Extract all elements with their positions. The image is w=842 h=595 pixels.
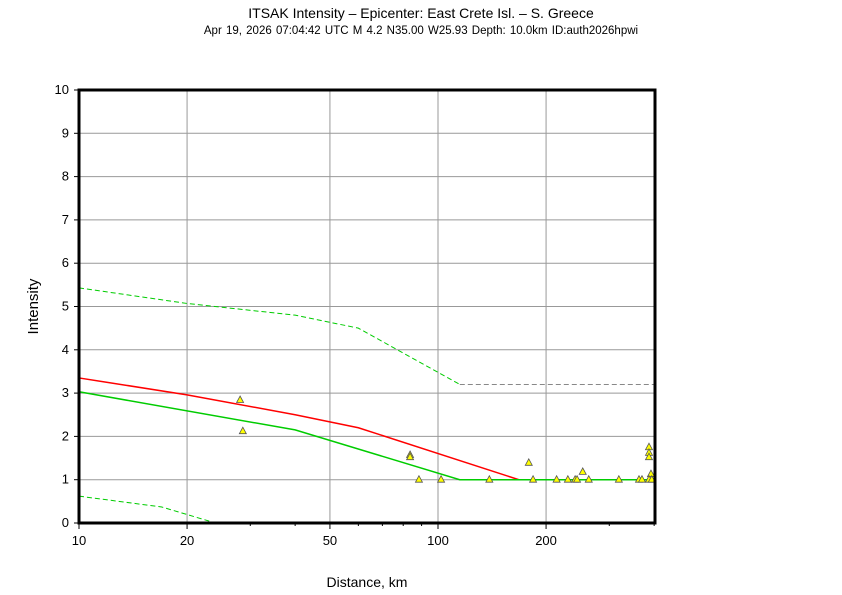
x-axis-label: Distance, km xyxy=(327,574,408,590)
series-line xyxy=(78,495,216,524)
data-point xyxy=(578,467,587,475)
y-tick-label: 6 xyxy=(62,255,69,270)
plot-frame xyxy=(77,88,657,525)
y-tick-label: 3 xyxy=(62,385,69,400)
data-point xyxy=(637,474,647,483)
y-tick-label: 2 xyxy=(62,428,69,443)
y-tick-label: 0 xyxy=(62,515,69,530)
data-point xyxy=(524,457,533,466)
data-point xyxy=(405,452,415,461)
data-point xyxy=(584,474,593,483)
data-point xyxy=(646,469,656,477)
x-tick-label: 200 xyxy=(535,533,557,548)
data-point xyxy=(235,395,245,403)
series-line xyxy=(78,287,461,385)
y-tick-label: 5 xyxy=(62,299,69,314)
data-point xyxy=(614,474,624,483)
chart-subtitle: Apr 19, 2026 07:04:42 UTC M 4.2 N35.00 W… xyxy=(203,25,639,37)
data-point xyxy=(436,474,446,483)
y-tick-label: 7 xyxy=(62,212,69,227)
y-tick-label: 1 xyxy=(62,472,69,487)
data-point xyxy=(572,474,582,483)
x-tick-label: 100 xyxy=(427,533,449,548)
y-tick-label: 4 xyxy=(62,342,69,357)
data-point xyxy=(414,474,424,483)
data-point xyxy=(552,474,561,483)
data-point xyxy=(563,474,573,483)
y-tick-label: 9 xyxy=(62,125,69,140)
data-point xyxy=(238,426,248,435)
series-line xyxy=(78,391,655,481)
data-point xyxy=(528,474,538,483)
x-tick-label: 20 xyxy=(180,533,194,548)
x-tick-label: 50 xyxy=(323,533,337,548)
y-tick-label: 8 xyxy=(62,169,69,184)
y-axis-label: Intensity xyxy=(25,278,42,334)
data-point xyxy=(485,474,494,483)
x-tick-label: 10 xyxy=(72,533,86,548)
chart-title: ITSAK Intensity – Epicenter: East Crete … xyxy=(248,5,594,21)
data-point xyxy=(644,452,654,461)
y-tick-label: 10 xyxy=(55,82,69,97)
